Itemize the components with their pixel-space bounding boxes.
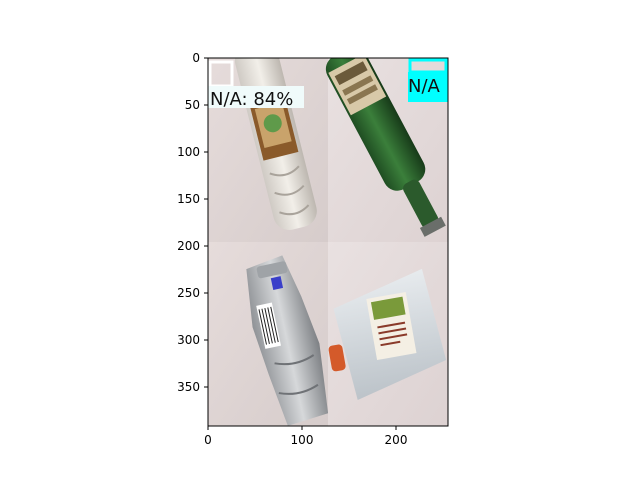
y-tick-label-300: 300 [177, 333, 200, 347]
tile-plastic-jug [328, 242, 448, 426]
y-tick-label-100: 100 [177, 145, 200, 159]
x-tick-label-200: 200 [385, 433, 408, 447]
x-axis: 0 100 200 [204, 426, 407, 447]
y-tick-label-0: 0 [192, 51, 200, 65]
detection-2: N/A [408, 58, 448, 102]
y-tick-label-250: 250 [177, 286, 200, 300]
y-axis: 0 50 100 150 200 250 300 350 [177, 51, 208, 394]
y-tick-label-150: 150 [177, 192, 200, 206]
detection-label-1: N/A: 84% [210, 89, 293, 110]
detection-label-2: N/A [408, 76, 441, 97]
tile-crushed-plastic-bottle [208, 242, 329, 426]
x-tick-label-100: 100 [291, 433, 314, 447]
y-tick-label-50: 50 [185, 98, 200, 112]
image-area: N/A: 84% N/A [208, 58, 448, 426]
detection-label-bg-1 [208, 86, 304, 108]
axes-frame [207, 57, 449, 427]
detection-1: N/A: 84% [208, 60, 304, 110]
y-tick-label-200: 200 [177, 239, 200, 253]
tile-clear-plastic-bottle [208, 58, 328, 242]
x-tick-label-0: 0 [204, 433, 212, 447]
detection-label-bg-2 [408, 72, 448, 102]
y-tick-label-350: 350 [177, 380, 200, 394]
